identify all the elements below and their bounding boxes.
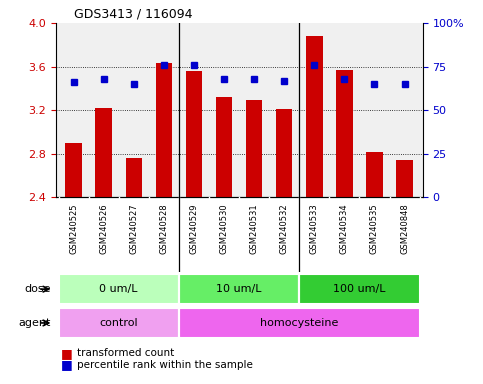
Text: 100 um/L: 100 um/L [333, 284, 386, 294]
Text: transformed count: transformed count [77, 348, 174, 358]
Bar [336, 70, 353, 384]
Bar [65, 143, 82, 384]
Bar [276, 109, 293, 384]
Text: 10 um/L: 10 um/L [216, 284, 262, 294]
Text: GSM240528: GSM240528 [159, 204, 169, 254]
Text: GSM240534: GSM240534 [340, 204, 349, 254]
Text: ■: ■ [60, 347, 72, 360]
Text: GSM240532: GSM240532 [280, 204, 289, 254]
Bar [306, 36, 323, 384]
Bar [126, 158, 142, 384]
Bar [299, 274, 420, 305]
Text: GDS3413 / 116094: GDS3413 / 116094 [74, 7, 192, 20]
Bar [58, 308, 179, 338]
Text: control: control [99, 318, 138, 328]
Text: GSM240527: GSM240527 [129, 204, 138, 254]
Bar [179, 308, 420, 338]
Bar [366, 152, 383, 384]
Text: dose: dose [24, 284, 51, 294]
Text: agent: agent [18, 318, 51, 328]
Text: percentile rank within the sample: percentile rank within the sample [77, 360, 253, 370]
Bar [156, 63, 172, 384]
Bar [246, 100, 262, 384]
Bar [96, 108, 112, 384]
Bar [185, 71, 202, 384]
Text: GSM240526: GSM240526 [99, 204, 108, 254]
Text: homocysteine: homocysteine [260, 318, 339, 328]
Text: 0 um/L: 0 um/L [99, 284, 138, 294]
Bar [396, 161, 413, 384]
Text: GSM240848: GSM240848 [400, 204, 409, 254]
Text: GSM240531: GSM240531 [250, 204, 258, 254]
Text: GSM240530: GSM240530 [220, 204, 228, 254]
Text: GSM240535: GSM240535 [370, 204, 379, 254]
Bar [179, 274, 299, 305]
Text: GSM240525: GSM240525 [69, 204, 78, 254]
Text: GSM240533: GSM240533 [310, 204, 319, 254]
Text: ■: ■ [60, 358, 72, 371]
Bar [58, 274, 179, 305]
Bar [216, 97, 232, 384]
Text: GSM240529: GSM240529 [189, 204, 199, 254]
